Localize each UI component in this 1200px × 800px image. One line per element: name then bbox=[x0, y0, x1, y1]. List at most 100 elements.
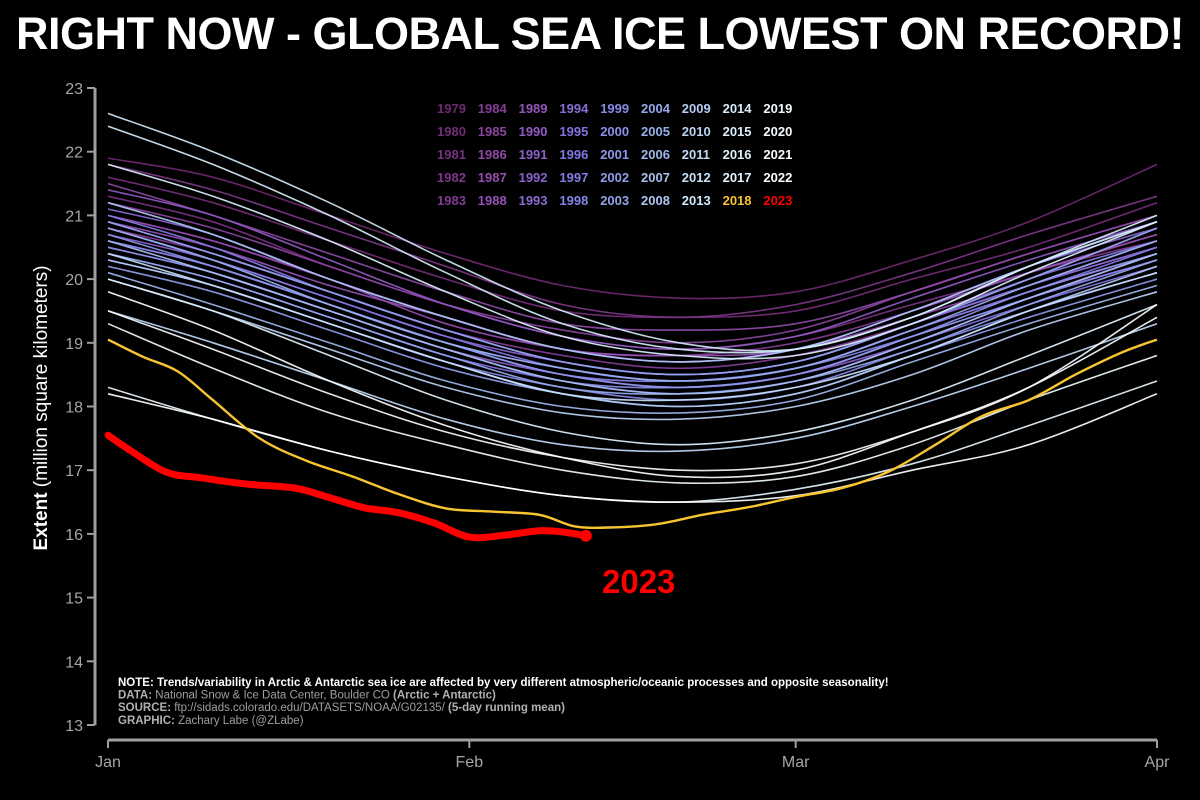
legend-item-2012: 2012 bbox=[682, 170, 711, 185]
legend-item-1979: 1979 bbox=[437, 101, 466, 116]
note-bold-suffix: (Arctic + Antarctic) bbox=[393, 690, 496, 702]
line-2019 bbox=[107, 322, 1158, 485]
legend-item-2003: 2003 bbox=[600, 193, 629, 208]
y-tick-label: 15 bbox=[65, 591, 83, 608]
legend: 1979 1980 1981 1982 1983 1984 1985 1986 1987 1988… bbox=[437, 101, 792, 208]
legend-item-1990: 1990 bbox=[519, 124, 548, 139]
end-point-2023 bbox=[579, 529, 592, 542]
legend-item-1999: 1999 bbox=[600, 101, 629, 116]
legend-item-2005: 2005 bbox=[641, 124, 670, 139]
legend-item-1997: 1997 bbox=[559, 170, 588, 185]
note-text: ftp://sidads.colorado.edu/DATASETS/NOAA/… bbox=[171, 702, 448, 714]
line-2005 bbox=[107, 227, 1158, 382]
legend-item-1988: 1988 bbox=[478, 193, 507, 208]
legend-item-2014: 2014 bbox=[723, 101, 753, 116]
x-tick-label: Feb bbox=[456, 754, 484, 771]
y-tick-label: 23 bbox=[65, 81, 83, 98]
note-line: GRAPHIC: Zachary Labe (@ZLabe) bbox=[118, 715, 304, 727]
note-line: DATA: National Snow & Ice Data Center, B… bbox=[118, 690, 496, 702]
legend-item-1995: 1995 bbox=[559, 124, 588, 139]
y-axis-title-bold: Extent bbox=[31, 492, 52, 551]
line-2011 bbox=[107, 310, 1158, 453]
y-tick-label: 20 bbox=[65, 272, 83, 289]
line-2021 bbox=[107, 291, 1158, 479]
y-axis-title: Extent (million square kilometers) bbox=[31, 265, 52, 550]
note-bold: NOTE: Trends/variability in Arctic & Ant… bbox=[118, 677, 889, 689]
note-bold-suffix: (5-day running mean) bbox=[448, 702, 565, 714]
line-2020 bbox=[107, 303, 1158, 472]
y-axis-label: Extent (million square kilometers) bbox=[31, 265, 52, 550]
legend-item-2008: 2008 bbox=[641, 193, 670, 208]
line-2015 bbox=[107, 163, 1158, 360]
legend-item-1986: 1986 bbox=[478, 147, 507, 162]
legend-item-1982: 1982 bbox=[437, 170, 466, 185]
legend-item-2010: 2010 bbox=[682, 124, 711, 139]
legend-item-1991: 1991 bbox=[519, 147, 548, 162]
note-text: National Snow & Ice Data Center, Boulder… bbox=[152, 690, 393, 702]
legend-item-2009: 2009 bbox=[682, 101, 711, 116]
legend-item-1993: 1993 bbox=[519, 193, 548, 208]
note-text: Zachary Labe (@ZLabe) bbox=[175, 715, 304, 727]
y-tick-label: 21 bbox=[65, 208, 83, 225]
note-bold: DATA: bbox=[118, 690, 152, 702]
legend-item-2017: 2017 bbox=[723, 170, 752, 185]
legend-item-2021: 2021 bbox=[763, 147, 792, 162]
y-tick-label: 18 bbox=[65, 400, 83, 417]
legend-item-1985: 1985 bbox=[478, 124, 507, 139]
line-2001 bbox=[107, 233, 1158, 389]
line-2023 bbox=[104, 431, 590, 542]
chart-title: RIGHT NOW - GLOBAL SEA ICE LOWEST ON REC… bbox=[16, 8, 1184, 59]
legend-item-2020: 2020 bbox=[763, 124, 792, 139]
legend-item-2004: 2004 bbox=[641, 101, 671, 116]
legend-item-2007: 2007 bbox=[641, 170, 670, 185]
legend-item-2000: 2000 bbox=[600, 124, 629, 139]
legend-item-1983: 1983 bbox=[437, 193, 466, 208]
y-tick-label: 14 bbox=[65, 654, 83, 671]
legend-item-2018: 2018 bbox=[723, 193, 752, 208]
legend-item-2022: 2022 bbox=[763, 170, 792, 185]
line-2004 bbox=[107, 252, 1158, 395]
label-2023: 2023 bbox=[602, 563, 675, 600]
line-2022 bbox=[107, 393, 1158, 503]
y-axis-title-rest: (million square kilometers) bbox=[31, 265, 52, 492]
line-1982 bbox=[107, 163, 1158, 319]
line-2018 bbox=[107, 338, 1158, 530]
legend-item-1980: 1980 bbox=[437, 124, 466, 139]
legend-item-1987: 1987 bbox=[478, 170, 507, 185]
line-2006 bbox=[107, 271, 1158, 414]
legend-item-2016: 2016 bbox=[723, 147, 752, 162]
x-tick-label: Apr bbox=[1145, 754, 1171, 771]
note-bold: SOURCE: bbox=[118, 702, 171, 714]
line-2014 bbox=[107, 125, 1158, 354]
line-2007 bbox=[107, 240, 1158, 395]
line-1996 bbox=[107, 227, 1158, 382]
legend-item-1992: 1992 bbox=[519, 170, 548, 185]
legend-item-1981: 1981 bbox=[437, 147, 466, 162]
note-line: SOURCE: ftp://sidads.colorado.edu/DATASE… bbox=[118, 702, 565, 714]
line-1979 bbox=[107, 157, 1158, 300]
line-2016 bbox=[107, 278, 1158, 446]
line-2008 bbox=[107, 201, 1158, 363]
legend-item-1998: 1998 bbox=[559, 193, 588, 208]
background-year-lines bbox=[107, 112, 1158, 504]
x-tick-label: Jan bbox=[95, 754, 121, 771]
legend-item-2011: 2011 bbox=[682, 147, 710, 162]
line-2003 bbox=[107, 221, 1158, 376]
legend-item-1996: 1996 bbox=[559, 147, 588, 162]
legend-item-2013: 2013 bbox=[682, 193, 711, 208]
legend-item-2001: 2001 bbox=[600, 147, 629, 162]
legend-item-2015: 2015 bbox=[723, 124, 752, 139]
y-tick-label: 19 bbox=[65, 336, 83, 353]
line-1980 bbox=[107, 176, 1158, 319]
legend-item-1994: 1994 bbox=[559, 101, 589, 116]
credits-notes: NOTE: Trends/variability in Arctic & Ant… bbox=[118, 677, 889, 727]
legend-item-2023: 2023 bbox=[763, 193, 792, 208]
legend-item-2006: 2006 bbox=[641, 147, 670, 162]
y-tick-label: 16 bbox=[65, 527, 83, 544]
y-tick-label: 13 bbox=[65, 718, 83, 735]
y-tick-label: 17 bbox=[65, 463, 83, 480]
note-bold: GRAPHIC: bbox=[118, 715, 175, 727]
legend-item-2002: 2002 bbox=[600, 170, 629, 185]
